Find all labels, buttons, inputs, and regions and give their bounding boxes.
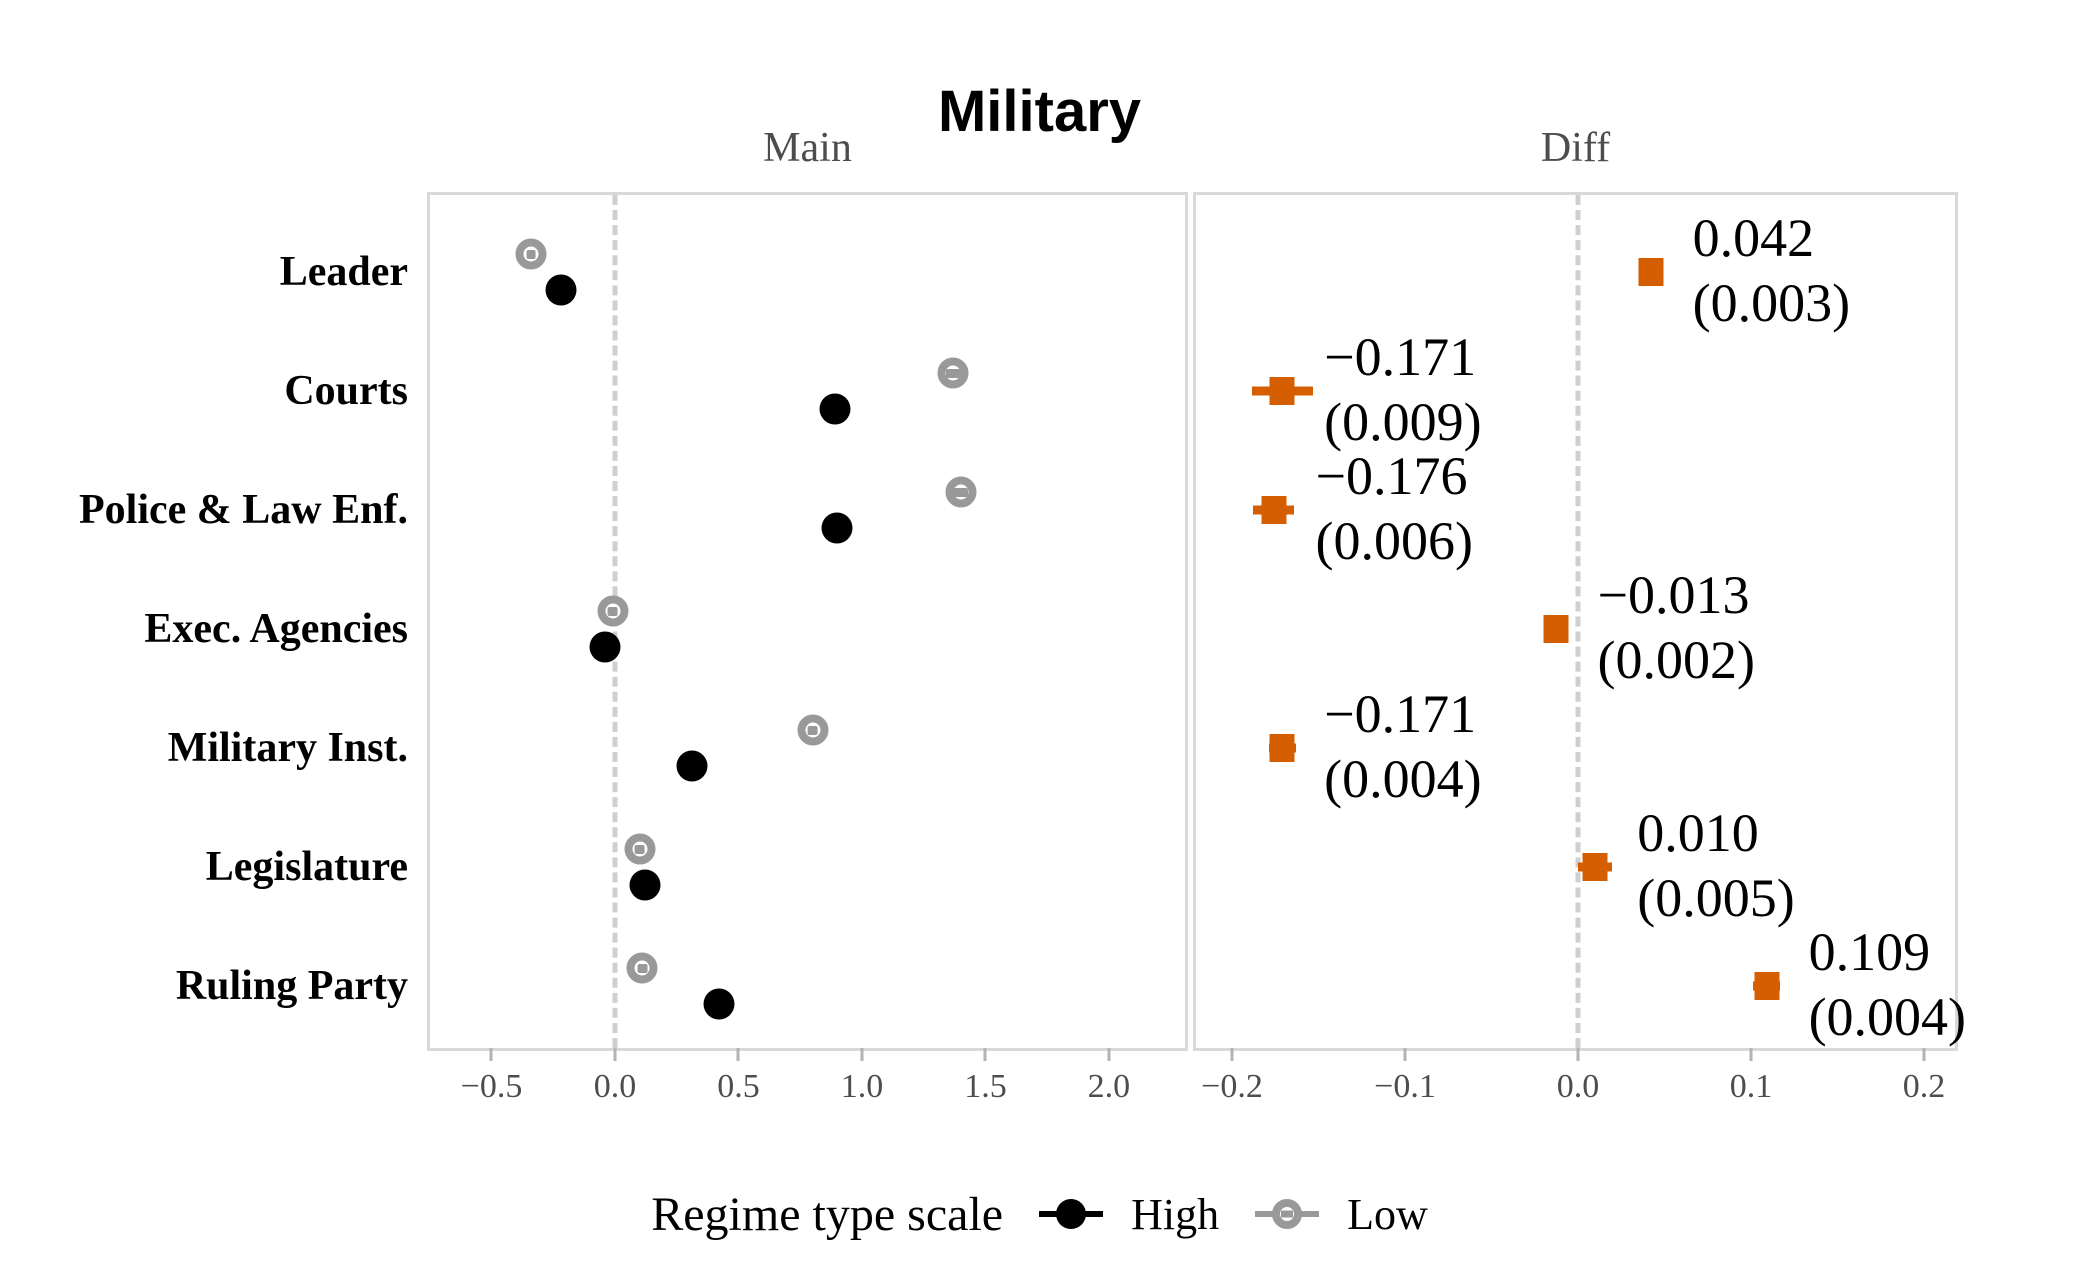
x-axis-tick-label-main: 0.5 (717, 1068, 760, 1105)
panel-main-border (427, 192, 1188, 1051)
diff-square-police-law-enf (1261, 496, 1286, 524)
x-axis-tick-diff (1749, 1048, 1753, 1061)
diff-label-police-law-enf: −0.176 (0.006) (1316, 444, 1473, 574)
point-main-high-military-inst (676, 750, 708, 782)
point-main-high-exec-agencies (589, 631, 621, 663)
x-axis-tick-main (489, 1048, 493, 1061)
low-point-center-dash (607, 606, 618, 616)
diff-square-courts (1269, 377, 1295, 405)
x-axis-tick-label-diff: 0.0 (1556, 1068, 1600, 1105)
x-axis-tick-main (736, 1048, 740, 1061)
legend-label-low: Low (1347, 1189, 1428, 1239)
diff-square-ruling-party (1754, 972, 1780, 1000)
x-axis-tick-diff (1922, 1048, 1926, 1061)
low-point-center-dash (807, 725, 818, 735)
x-axis-tick-label-diff: −0.2 (1201, 1068, 1263, 1105)
x-axis-tick-label-main: −0.5 (460, 1068, 523, 1105)
point-main-low-police-law-enf (945, 476, 977, 508)
x-axis-tick-label-main: 1.0 (840, 1068, 884, 1105)
diff-estimate-text: 0.042 (1692, 208, 1815, 268)
x-axis-tick-label-diff: −0.1 (1374, 1068, 1436, 1105)
low-pointrange-icon (1255, 1192, 1320, 1236)
panel-main (427, 192, 1188, 1051)
low-point-center-dash (637, 963, 648, 973)
legend-item-low: Low (1255, 1189, 1428, 1240)
low-point-center-dash (634, 844, 645, 854)
x-axis-tick-label-main: 1.5 (964, 1068, 1007, 1105)
point-main-high-police-law-enf (821, 512, 853, 544)
legend-title: Regime type scale (651, 1187, 1004, 1241)
point-main-low-exec-agencies (597, 595, 628, 627)
diff-se-text: (0.006) (1315, 511, 1473, 571)
low-point-center-dash (945, 368, 961, 378)
diff-label-exec-agencies: −0.013 (0.002) (1598, 563, 1755, 693)
diff-estimate-text: 0.109 (1808, 922, 1931, 982)
x-axis-tick-main (1107, 1048, 1111, 1061)
low-point-center-dash (1281, 1210, 1294, 1218)
point-main-high-ruling-party (703, 988, 735, 1020)
x-axis-tick-main (860, 1048, 864, 1061)
diff-estimate-text: −0.013 (1597, 565, 1750, 625)
diff-square-exec-agencies (1543, 615, 1569, 643)
diff-square-legislature (1582, 853, 1608, 881)
x-axis-tick-main (983, 1048, 987, 1061)
x-axis-tick-label-main: 0.0 (593, 1068, 637, 1105)
diff-estimate-text: −0.176 (1315, 446, 1468, 506)
facet-label-main: Main (763, 125, 852, 171)
diff-label-military-inst: −0.171 (0.004) (1324, 682, 1481, 812)
high-pointrange-icon (1039, 1192, 1104, 1236)
x-axis-tick-main (613, 1048, 617, 1061)
point-main-high-courts (819, 393, 851, 425)
legend: Regime type scale High Low (0, 1182, 2079, 1246)
diff-label-ruling-party: 0.109 (0.004) (1809, 920, 1966, 1050)
x-axis-tick-diff (1230, 1048, 1234, 1061)
x-axis-tick-diff (1576, 1048, 1580, 1061)
diff-se-text: (0.003) (1692, 273, 1851, 333)
diff-se-text: (0.004) (1324, 749, 1482, 809)
panel-diff: 0.042 (0.003) −0.171 (0.009) −0.176 (0.006) −0… (1193, 192, 1966, 1051)
category-label-leader: Leader (279, 249, 408, 295)
legend-item-high: High (1039, 1189, 1219, 1240)
diff-se-text: (0.004) (1808, 987, 1967, 1047)
low-point-icon (1272, 1199, 1303, 1229)
diff-estimate-text: 0.010 (1637, 803, 1759, 863)
x-axis-tick-label-diff: 0.1 (1729, 1068, 1773, 1105)
point-main-low-ruling-party (626, 952, 658, 984)
x-axis-tick-diff (1403, 1048, 1407, 1061)
category-label-legislature: Legislature (205, 844, 408, 890)
category-label-military-inst: Military Inst. (167, 725, 408, 771)
x-axis-tick-label-main: 2.0 (1087, 1068, 1131, 1105)
diff-estimate-text: −0.171 (1324, 327, 1477, 387)
point-main-high-leader (545, 274, 577, 306)
diff-label-courts: −0.171 (0.009) (1324, 325, 1481, 455)
diff-square-leader (1638, 258, 1664, 286)
point-main-low-leader (515, 238, 547, 270)
diff-se-text: (0.009) (1324, 392, 1482, 452)
facet-label-diff: Diff (1540, 125, 1611, 171)
category-label-ruling-party: Ruling Party (175, 963, 408, 1009)
x-axis-tick-label-diff: 0.2 (1902, 1068, 1946, 1105)
high-point-icon (1056, 1199, 1087, 1229)
diff-se-text: (0.005) (1637, 868, 1795, 928)
category-label-police-law-enf: Police & Law Enf. (79, 487, 408, 533)
chart-title: Military (937, 79, 1142, 144)
point-main-high-legislature (629, 869, 661, 901)
legend-label-high: High (1131, 1189, 1220, 1239)
category-label-exec-agencies: Exec. Agencies (144, 606, 408, 652)
diff-se-text: (0.002) (1597, 630, 1755, 690)
diff-square-military-inst (1269, 734, 1295, 762)
point-main-low-legislature (624, 833, 656, 865)
category-label-courts: Courts (284, 368, 408, 414)
diff-estimate-text: −0.171 (1324, 684, 1477, 744)
diff-label-legislature: 0.010 (0.005) (1637, 801, 1794, 931)
point-main-low-courts (937, 357, 969, 389)
point-main-low-military-inst (797, 714, 829, 746)
zero-line-diff (1575, 195, 1581, 1048)
low-point-center-dash (526, 249, 536, 259)
diff-label-leader: 0.042 (0.003) (1693, 206, 1850, 336)
low-point-center-dash (953, 487, 969, 497)
